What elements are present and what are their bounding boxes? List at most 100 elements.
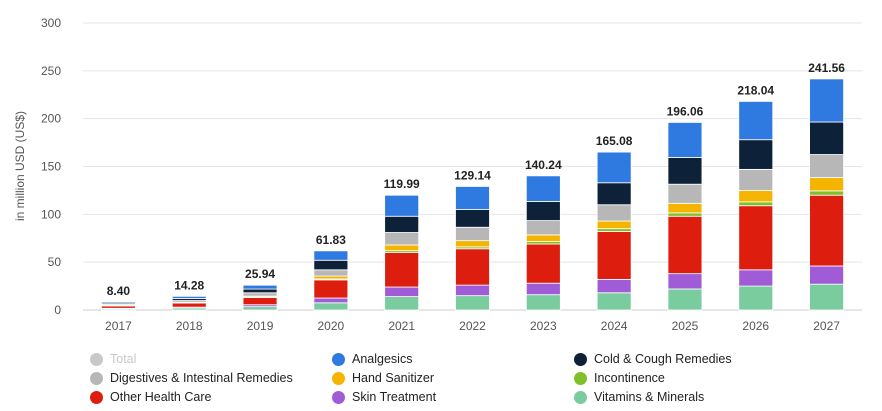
bar-segment[interactable] [809,154,844,178]
bar-segment[interactable] [384,232,420,246]
bar-segment[interactable] [525,175,561,202]
bar-stack-2017[interactable] [101,301,136,311]
bar-segment[interactable] [809,194,844,267]
y-axis: 0 50 100 150 200 250 300 [41,16,61,317]
y-axis-label: in million USD (US$) [13,111,27,221]
bar-stack-2026[interactable] [738,101,774,311]
legend-swatch [332,371,345,385]
bar-segment[interactable] [455,284,490,297]
bar-segment[interactable] [313,269,349,277]
bar-segment[interactable] [525,220,561,236]
bar-stack-2018[interactable] [171,295,207,311]
bar-segment[interactable] [242,284,278,290]
bar-segment[interactable] [313,275,349,280]
bar-segment[interactable] [313,250,349,261]
bar-segment[interactable] [242,297,278,306]
bar-stack-2019[interactable] [242,284,278,311]
bar-segment[interactable] [738,285,774,311]
bar-segment[interactable] [667,288,703,311]
bar-segment[interactable] [738,190,774,203]
bar-stack-2024[interactable] [596,151,632,311]
bar-segment[interactable] [171,295,207,299]
bar-segment[interactable] [525,201,561,221]
bar-segment[interactable] [525,243,561,284]
bar-segment[interactable] [455,240,490,248]
bar-segment[interactable] [384,194,420,217]
bar-stack-2027[interactable] [809,78,844,311]
bar-segment[interactable] [455,248,490,286]
bar-segment[interactable] [738,269,774,287]
bar-segment[interactable] [667,215,703,275]
bar-stack-2023[interactable] [525,175,561,311]
legend-item-total[interactable]: Total [90,352,136,366]
bar-segment[interactable] [525,282,561,296]
bar-segment[interactable] [313,302,349,311]
bar-segment[interactable] [809,78,844,123]
bar-segment[interactable] [384,244,420,252]
bar-segment[interactable] [809,265,844,285]
bar-segment[interactable] [738,168,774,191]
bar-segment[interactable] [809,121,844,155]
bar-segment[interactable] [384,215,420,233]
total-label: 165.08 [596,134,633,148]
bar-segment[interactable] [809,177,844,192]
y-tick-label: 100 [41,207,61,221]
bar-segment[interactable] [455,295,490,311]
bar-segment[interactable] [738,201,774,207]
x-tick-label: 2027 [813,319,840,333]
bar-segment[interactable] [455,209,490,228]
bar-segment[interactable] [596,182,632,206]
x-axis: 2017 2018 2019 2020 2021 2022 2023 2024 2025 2026… [105,319,840,333]
bar-segment[interactable] [667,202,703,214]
bar-segment[interactable] [596,231,632,280]
legend-item-vitamins-minerals[interactable]: Vitamins & Minerals [574,390,704,404]
bar-segment[interactable] [384,252,420,288]
bar-segment[interactable] [738,139,774,170]
bar-segment[interactable] [596,204,632,222]
bar-segment[interactable] [667,273,703,290]
bar-stack-2025[interactable] [667,122,703,311]
legend-label: Incontinence [594,371,665,385]
bar-stack-2020[interactable] [313,250,349,311]
legend: Total Analgesics Cold & Cough Remedies D… [0,348,882,408]
legend-item-cold-cough[interactable]: Cold & Cough Remedies [574,352,732,366]
bar-segment[interactable] [455,226,490,242]
bar-segment[interactable] [242,306,278,311]
bar-segment[interactable] [596,220,632,230]
bar-segment[interactable] [596,278,632,294]
bar-segment[interactable] [738,205,774,271]
bar-segment[interactable] [596,292,632,311]
bar-segment[interactable] [171,302,207,308]
bar-segment[interactable] [596,228,632,232]
bar-segment[interactable] [242,288,278,294]
legend-swatch [332,352,345,366]
total-labels: 8.40 14.28 25.94 61.83 119.99 129.14 140.24 165… [107,61,846,298]
bar-segment[interactable] [313,297,349,304]
y-tick-label: 150 [41,160,61,174]
bar-segment[interactable] [525,294,561,311]
bar-segment[interactable] [596,151,632,184]
bar-segment[interactable] [242,292,278,297]
bar-segment[interactable] [738,101,774,141]
bar-segment[interactable] [809,190,844,196]
bar-segment[interactable] [667,183,703,204]
bar-segment[interactable] [384,286,420,298]
legend-item-analgesics[interactable]: Analgesics [332,352,412,366]
bar-stack-2022[interactable] [455,186,490,311]
bar-segment[interactable] [101,301,136,304]
bar-segment[interactable] [809,283,844,311]
legend-item-digestives[interactable]: Digestives & Intestinal Remedies [90,371,293,385]
bar-segment[interactable] [313,279,349,299]
bar-segment[interactable] [525,234,561,242]
legend-item-incontinence[interactable]: Incontinence [574,371,665,385]
bar-segment[interactable] [667,157,703,185]
bar-stack-2021[interactable] [384,194,420,311]
bar-segment[interactable] [667,122,703,158]
bar-segment[interactable] [667,212,703,217]
legend-item-hand-sanitizer[interactable]: Hand Sanitizer [332,371,434,385]
bar-segment[interactable] [455,186,490,210]
bar-segment[interactable] [384,296,420,311]
legend-item-skin-treatment[interactable]: Skin Treatment [332,390,436,404]
legend-item-other-health-care[interactable]: Other Health Care [90,390,211,404]
bar-segment[interactable] [313,259,349,271]
